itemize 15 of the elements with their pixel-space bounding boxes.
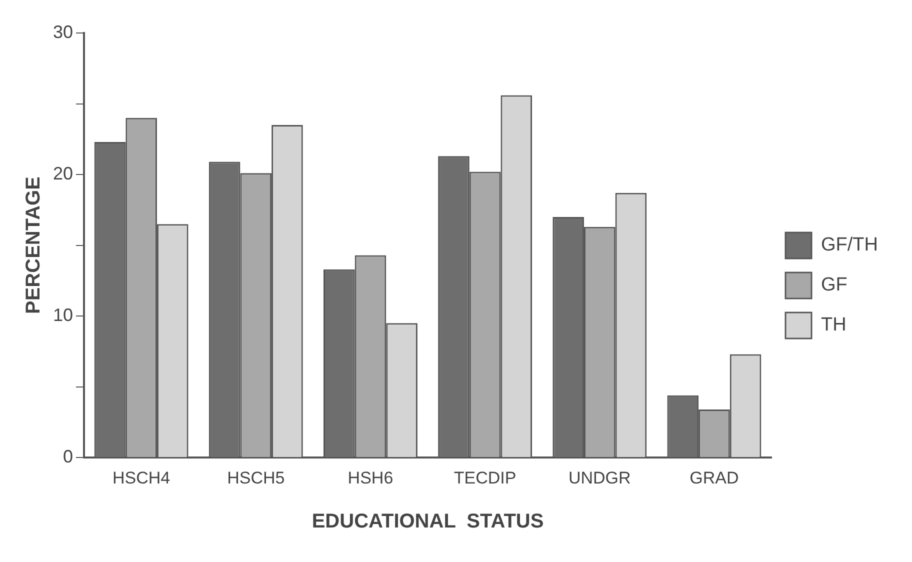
legend-label: TH (821, 314, 846, 336)
legend-label: GF/TH (821, 234, 878, 256)
y-tick-label: 0 (63, 446, 74, 467)
x-tick-label: GRAD (690, 468, 739, 488)
x-tick-label: HSCH4 (112, 468, 170, 488)
x-tick-label: HSCH5 (227, 468, 285, 488)
x-tick-label: UNDGR (568, 468, 631, 488)
y-tick-label: 10 (52, 305, 74, 326)
y-tick-label: 20 (52, 164, 74, 184)
x-tick-label: TECDIP (454, 468, 516, 488)
x-axis-title: EDUCATIONAL STATUS (312, 510, 544, 533)
y-axis-title: PERCENTAGE (22, 176, 45, 314)
legend-label: GF (821, 274, 848, 296)
x-tick-label: HSH6 (348, 468, 394, 488)
y-tick-label: 30 (52, 22, 74, 42)
